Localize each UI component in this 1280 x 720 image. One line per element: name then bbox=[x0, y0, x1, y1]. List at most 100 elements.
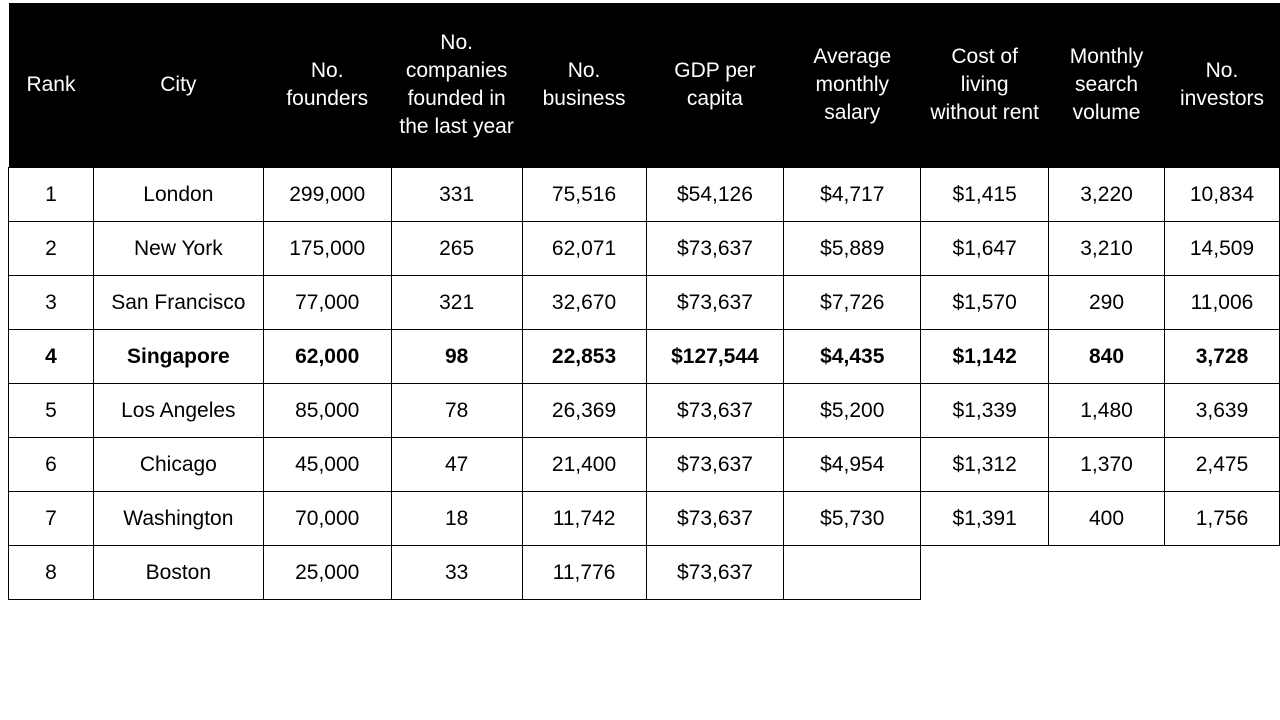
header-search-volume: Monthly search volume bbox=[1048, 3, 1165, 168]
cell-gdp: $73,637 bbox=[645, 383, 785, 438]
cell-city: Los Angeles bbox=[92, 383, 264, 438]
cell-salary: $5,200 bbox=[783, 383, 922, 438]
header-rank-label: Rank bbox=[26, 73, 76, 96]
cell-salary: $4,717 bbox=[783, 167, 922, 222]
cell-salary: $5,889 bbox=[783, 221, 922, 276]
cell-investors: 11,006 bbox=[1163, 275, 1280, 330]
cell-cost-of-living: $1,142 bbox=[920, 329, 1050, 384]
cell-gdp: $73,637 bbox=[645, 491, 785, 546]
cell-search-volume: 3,220 bbox=[1048, 167, 1165, 222]
cell-search-volume: 400 bbox=[1048, 491, 1165, 546]
cell-gdp: $73,637 bbox=[645, 437, 785, 492]
cell-city: London bbox=[92, 167, 264, 222]
cell-rank: 3 bbox=[8, 275, 94, 330]
header-cost-of-living-label: Cost of living without rent bbox=[930, 45, 1039, 124]
cell-business: 75,516 bbox=[521, 167, 647, 222]
cell-rank: 4 bbox=[8, 329, 94, 384]
cell-gdp: $73,637 bbox=[645, 275, 785, 330]
header-gdp-label: GDP per capita bbox=[674, 59, 756, 110]
cell-cost-of-living: $1,339 bbox=[920, 383, 1050, 438]
cell-companies-founded: 33 bbox=[390, 545, 523, 600]
cell-empty bbox=[1049, 546, 1165, 600]
cell-city: Singapore bbox=[92, 329, 264, 384]
header-investors-label: No. investors bbox=[1179, 59, 1264, 110]
header-city: City bbox=[93, 3, 264, 168]
table-row: 5 Los Angeles 85,000 78 26,369 $73,637 $… bbox=[8, 383, 1280, 438]
cell-companies-founded: 265 bbox=[390, 221, 523, 276]
table-row: 6 Chicago 45,000 47 21,400 $73,637 $4,95… bbox=[8, 437, 1280, 492]
header-search-volume-label: Monthly search volume bbox=[1069, 45, 1144, 124]
cell-founders: 175,000 bbox=[262, 221, 392, 276]
cell-cost-of-living: $1,391 bbox=[920, 491, 1050, 546]
header-business-label: No. business bbox=[542, 59, 626, 110]
cell-business: 32,670 bbox=[521, 275, 647, 330]
cell-salary-empty bbox=[783, 545, 922, 600]
cell-companies-founded: 47 bbox=[390, 437, 523, 492]
cell-cost-of-living: $1,570 bbox=[920, 275, 1050, 330]
cell-business: 22,853 bbox=[521, 329, 647, 384]
header-companies-founded-label: No. companies founded in the last year bbox=[399, 31, 514, 138]
header-business: No. business bbox=[522, 3, 646, 168]
header-companies-founded: No. companies founded in the last year bbox=[391, 3, 523, 168]
cell-rank: 8 bbox=[8, 545, 94, 600]
header-gdp: GDP per capita bbox=[646, 3, 784, 168]
cell-city: New York bbox=[92, 221, 264, 276]
cell-empty bbox=[1164, 546, 1279, 600]
cell-founders: 85,000 bbox=[262, 383, 392, 438]
cell-founders: 62,000 bbox=[262, 329, 392, 384]
header-cost-of-living: Cost of living without rent bbox=[920, 3, 1049, 168]
cell-gdp: $127,544 bbox=[645, 329, 785, 384]
cell-gdp: $73,637 bbox=[645, 545, 785, 600]
cell-business: 21,400 bbox=[521, 437, 647, 492]
table-row: 8 Boston 25,000 33 11,776 $73,637 bbox=[8, 545, 1280, 600]
cell-rank: 7 bbox=[8, 491, 94, 546]
table-row: 1 London 299,000 331 75,516 $54,126 $4,7… bbox=[8, 167, 1280, 222]
table-row: 7 Washington 70,000 18 11,742 $73,637 $5… bbox=[8, 491, 1280, 546]
cell-investors: 3,728 bbox=[1163, 329, 1280, 384]
table-row-highlighted: 4 Singapore 62,000 98 22,853 $127,544 $4… bbox=[8, 329, 1280, 384]
cell-companies-founded: 321 bbox=[390, 275, 523, 330]
cell-salary: $4,435 bbox=[783, 329, 922, 384]
table-row: 3 San Francisco 77,000 321 32,670 $73,63… bbox=[8, 275, 1280, 330]
cell-rank: 6 bbox=[8, 437, 94, 492]
cell-search-volume: 1,480 bbox=[1048, 383, 1165, 438]
cell-search-volume: 3,210 bbox=[1048, 221, 1165, 276]
cell-rank: 1 bbox=[8, 167, 94, 222]
cell-business: 11,742 bbox=[521, 491, 647, 546]
cell-gdp: $73,637 bbox=[645, 221, 785, 276]
table-header-row: Rank City No. founders No. companies fou… bbox=[8, 3, 1280, 168]
cell-city: Chicago bbox=[92, 437, 264, 492]
cell-rank: 2 bbox=[8, 221, 94, 276]
cell-founders: 77,000 bbox=[262, 275, 392, 330]
cell-rank: 5 bbox=[8, 383, 94, 438]
header-founders-label: No. founders bbox=[286, 59, 369, 110]
header-city-label: City bbox=[160, 73, 197, 96]
cell-founders: 25,000 bbox=[262, 545, 392, 600]
cell-business: 26,369 bbox=[521, 383, 647, 438]
table-row: 2 New York 175,000 265 62,071 $73,637 $5… bbox=[8, 221, 1280, 276]
header-founders: No. founders bbox=[263, 3, 392, 168]
cell-search-volume: 840 bbox=[1048, 329, 1165, 384]
cell-search-volume: 290 bbox=[1048, 275, 1165, 330]
cell-business: 11,776 bbox=[521, 545, 647, 600]
cell-investors: 10,834 bbox=[1163, 167, 1280, 222]
cell-companies-founded: 18 bbox=[390, 491, 523, 546]
cell-cost-of-living: $1,647 bbox=[920, 221, 1050, 276]
header-salary: Average monthly salary bbox=[783, 3, 921, 168]
cell-search-volume: 1,370 bbox=[1048, 437, 1165, 492]
cell-companies-founded: 78 bbox=[390, 383, 523, 438]
cell-cost-of-living: $1,415 bbox=[920, 167, 1050, 222]
header-rank: Rank bbox=[8, 3, 94, 168]
cell-founders: 70,000 bbox=[262, 491, 392, 546]
cell-city: San Francisco bbox=[92, 275, 264, 330]
startup-cities-table: Rank City No. founders No. companies fou… bbox=[8, 3, 1280, 600]
cell-salary: $7,726 bbox=[783, 275, 922, 330]
cell-salary: $5,730 bbox=[783, 491, 922, 546]
header-salary-label: Average monthly salary bbox=[813, 45, 892, 124]
cell-business: 62,071 bbox=[521, 221, 647, 276]
cell-cost-of-living: $1,312 bbox=[920, 437, 1050, 492]
cell-city: Boston bbox=[92, 545, 264, 600]
cell-founders: 45,000 bbox=[262, 437, 392, 492]
cell-empty bbox=[920, 545, 1049, 600]
cell-investors: 3,639 bbox=[1163, 383, 1280, 438]
